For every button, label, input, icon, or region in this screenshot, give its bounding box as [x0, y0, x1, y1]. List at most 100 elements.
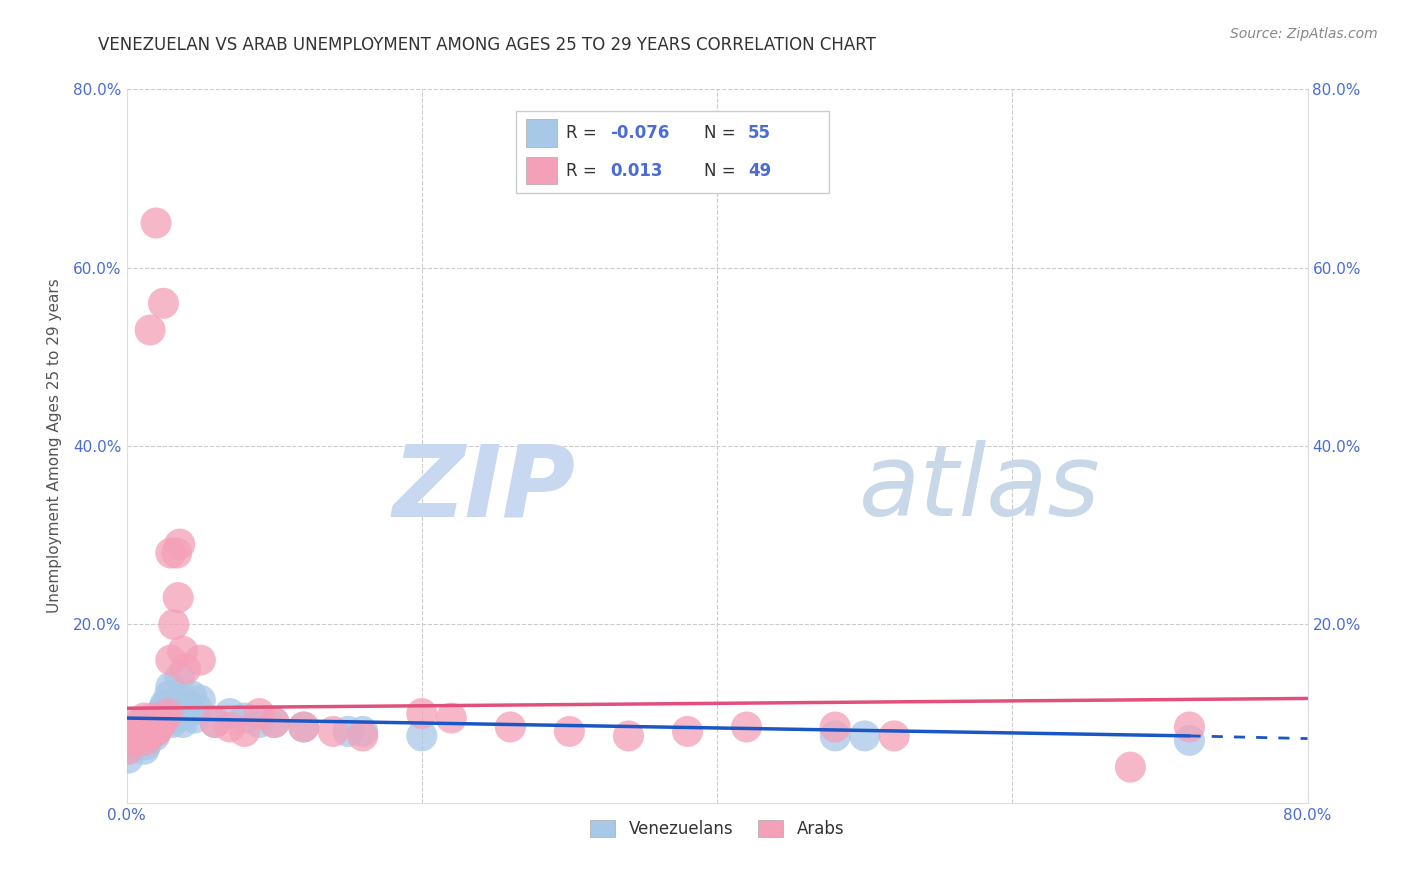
Point	[1119, 760, 1142, 774]
Point	[617, 729, 640, 743]
Point	[292, 720, 315, 734]
Point	[120, 738, 142, 752]
Point	[183, 711, 205, 725]
Point	[440, 711, 463, 725]
Point	[169, 671, 191, 685]
Point	[156, 706, 179, 721]
Point	[263, 715, 285, 730]
Point	[853, 729, 876, 743]
Point	[824, 720, 846, 734]
Point	[117, 742, 139, 756]
Point	[124, 724, 146, 739]
Point	[150, 715, 173, 730]
Point	[165, 706, 187, 721]
Point	[676, 724, 699, 739]
Point	[145, 724, 167, 739]
Point	[148, 720, 170, 734]
Point	[146, 720, 169, 734]
Point	[134, 742, 156, 756]
Point	[172, 644, 194, 658]
Point	[125, 733, 148, 747]
Legend: Venezuelans, Arabs: Venezuelans, Arabs	[583, 813, 851, 845]
Point	[132, 715, 155, 730]
Point	[157, 689, 180, 703]
Point	[411, 729, 433, 743]
Point	[166, 546, 188, 560]
Point	[141, 720, 163, 734]
Point	[160, 546, 183, 560]
Point	[125, 733, 148, 747]
Point	[163, 617, 186, 632]
Point	[263, 715, 285, 730]
Point	[142, 715, 165, 730]
Point	[160, 680, 183, 694]
Point	[136, 733, 159, 747]
Point	[124, 715, 146, 730]
Point	[292, 720, 315, 734]
Text: VENEZUELAN VS ARAB UNEMPLOYMENT AMONG AGES 25 TO 29 YEARS CORRELATION CHART: VENEZUELAN VS ARAB UNEMPLOYMENT AMONG AG…	[98, 36, 876, 54]
Point	[166, 702, 188, 716]
Point	[233, 724, 256, 739]
Point	[337, 724, 360, 739]
Point	[188, 693, 212, 707]
Point	[352, 729, 374, 743]
Point	[139, 720, 162, 734]
Text: ZIP: ZIP	[392, 441, 575, 537]
Point	[1178, 733, 1201, 747]
Point	[1178, 720, 1201, 734]
Point	[499, 720, 522, 734]
Point	[204, 715, 226, 730]
Point	[174, 662, 197, 676]
Point	[120, 729, 142, 743]
Point	[352, 724, 374, 739]
Point	[172, 715, 194, 730]
Point	[162, 715, 184, 730]
Point	[145, 724, 167, 739]
Point	[135, 733, 157, 747]
Text: atlas: atlas	[859, 441, 1101, 537]
Point	[143, 729, 166, 743]
Point	[118, 733, 141, 747]
Point	[186, 702, 208, 716]
Point	[249, 715, 271, 730]
Point	[219, 720, 242, 734]
Point	[883, 729, 905, 743]
Point	[150, 706, 173, 721]
Point	[735, 720, 758, 734]
Point	[249, 706, 271, 721]
Point	[411, 706, 433, 721]
Point	[135, 738, 157, 752]
Point	[177, 698, 200, 712]
Point	[148, 715, 170, 730]
Point	[122, 720, 145, 734]
Point	[163, 711, 186, 725]
Point	[153, 698, 176, 712]
Point	[167, 591, 190, 605]
Point	[824, 729, 846, 743]
Point	[122, 729, 145, 743]
Point	[142, 711, 165, 725]
Point	[127, 729, 149, 743]
Point	[134, 711, 156, 725]
Point	[139, 323, 162, 337]
Point	[121, 733, 143, 747]
Point	[152, 702, 174, 716]
Point	[129, 720, 153, 734]
Point	[127, 729, 149, 743]
Point	[138, 729, 160, 743]
Point	[155, 706, 177, 721]
Point	[174, 706, 197, 721]
Point	[153, 711, 176, 725]
Point	[145, 216, 167, 230]
Point	[136, 729, 159, 743]
Point	[233, 711, 256, 725]
Point	[152, 296, 174, 310]
Point	[204, 715, 226, 730]
Y-axis label: Unemployment Among Ages 25 to 29 years: Unemployment Among Ages 25 to 29 years	[46, 278, 62, 614]
Point	[139, 724, 162, 739]
Point	[141, 715, 163, 730]
Point	[118, 742, 141, 756]
Point	[180, 689, 202, 703]
Point	[121, 724, 143, 739]
Point	[169, 537, 191, 551]
